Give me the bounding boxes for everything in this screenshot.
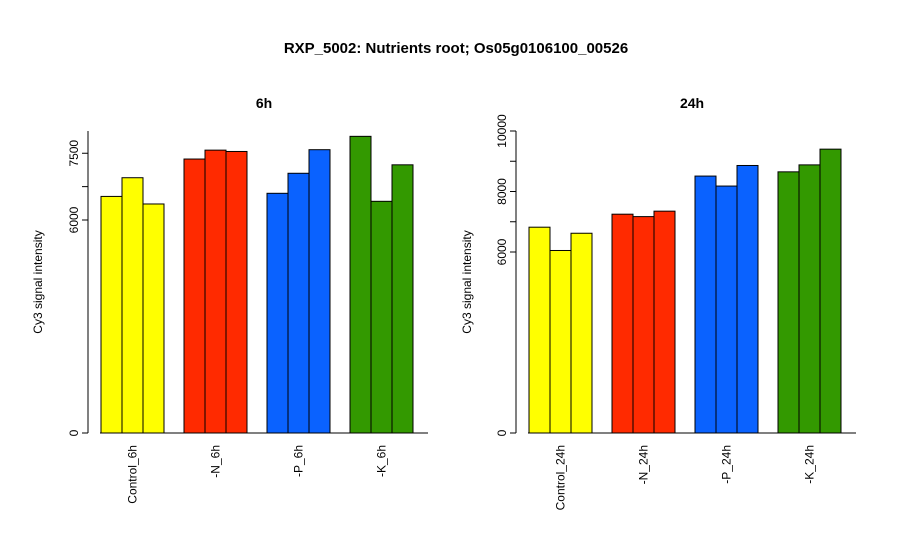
y-tick-label: 0 [495,429,509,436]
bar--n-6h-3 [225,150,248,434]
panel-title-6h: 6h [256,95,272,111]
x-tick-label: Control_24h [554,445,568,510]
y-axis-label: Cy3 signal intensity [31,230,45,333]
bar--k-24h-2 [798,164,821,434]
x-tick-label: Control_6h [126,445,140,504]
bar-control-24h-3 [570,232,593,434]
x-tick-label: -N_6h [209,445,223,478]
x-tick-label: -P_6h [292,445,306,477]
bar--p-6h-1 [266,192,289,434]
bar--n-24h-3 [653,210,676,434]
bar--p-24h-2 [715,185,738,434]
bar--p-24h-3 [736,164,759,434]
bar--k-6h-3 [391,164,414,434]
y-tick-label: 7500 [67,140,81,167]
bar-control-6h-3 [142,203,165,434]
x-tick-label: -K_24h [803,445,817,484]
bar--p-6h-3 [308,149,331,434]
y-axis-label: Cy3 signal intensity [460,230,474,333]
bar--k-6h-2 [370,200,393,434]
bar--n-24h-2 [632,216,655,434]
bar-control-6h-2 [121,177,144,434]
x-tick-label: -K_6h [375,445,389,477]
y-tick-label: 10000 [495,114,509,148]
bar--n-24h-1 [611,213,634,434]
bar--p-24h-1 [694,175,717,434]
x-tick-label: -P_24h [720,445,734,484]
bar-control-24h-2 [549,249,572,434]
bar-control-24h-1 [528,226,551,434]
y-tick-label: 8000 [495,178,509,205]
bar--k-6h-1 [349,135,372,434]
figure-title: RXP_5002: Nutrients root; Os05g0106100_0… [284,40,628,57]
y-tick-label: 0 [67,429,81,436]
bar--k-24h-1 [777,171,800,434]
chart-panel-6h: 6h Control_6h -N_6h -P_6h -K_6h 0 6000 7500 Cy3 … [31,95,428,504]
panel-title-24h: 24h [680,95,704,111]
bar--k-24h-3 [819,148,842,434]
bar-control-6h-1 [100,195,123,434]
bar--n-6h-1 [183,158,206,434]
y-tick-label: 6000 [67,206,81,233]
chart-panel-24h: 24h Control_24h -N_24h -P_24h -K_24h 0 6000 800… [460,95,856,510]
bar--p-6h-2 [287,172,310,434]
x-tick-label: -N_24h [637,445,651,484]
bar--n-6h-2 [204,149,227,434]
y-tick-label: 6000 [495,238,509,265]
